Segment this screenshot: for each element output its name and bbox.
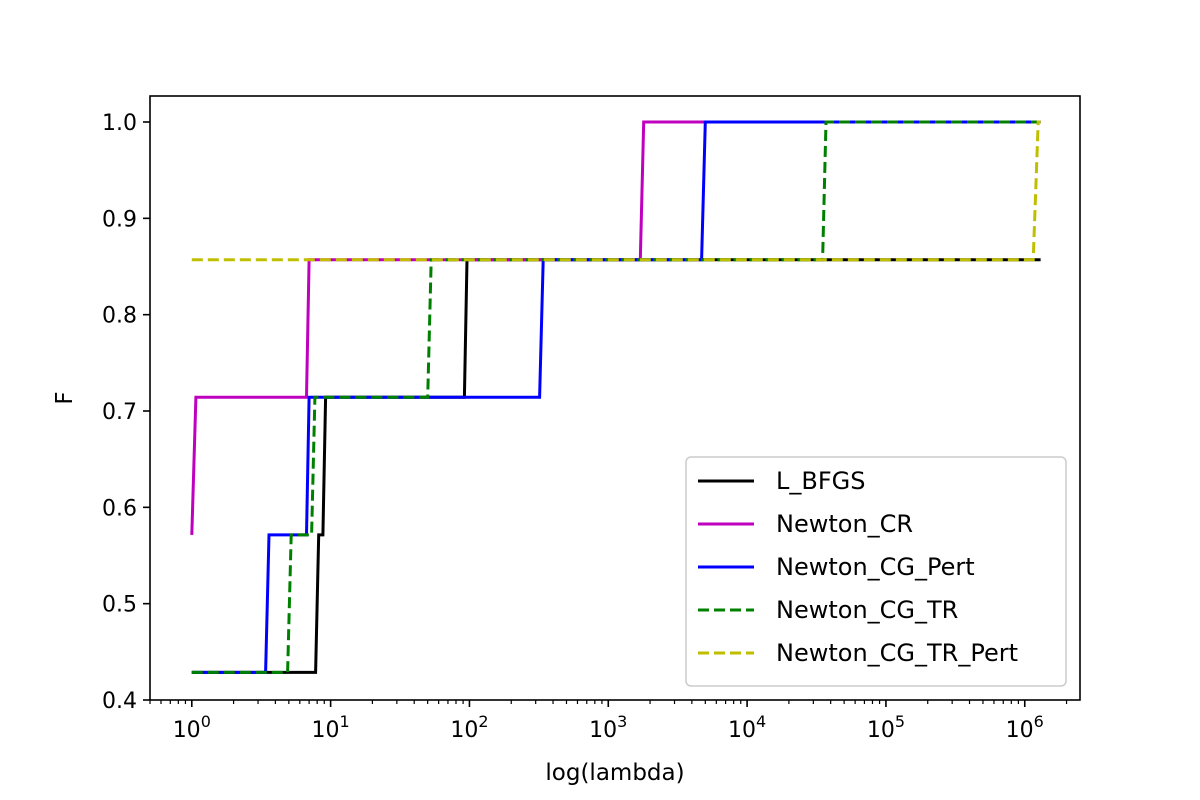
- legend-box: [685, 456, 1067, 687]
- legend-label: Newton_CG_TR: [776, 596, 958, 624]
- y-tick-label: 0.8: [102, 304, 137, 329]
- x-tick-label: 103: [589, 712, 627, 743]
- series-line-newton-cg-tr-pert: [191, 120, 1041, 262]
- x-tick-label: 104: [728, 712, 766, 743]
- legend-label: Newton_CG_TR_Pert: [776, 639, 1018, 667]
- x-tick-label: 106: [1006, 712, 1044, 743]
- y-axis-title: F: [52, 391, 78, 404]
- y-tick-label: 0.5: [102, 593, 137, 618]
- x-axis-title: log(lambda): [545, 760, 684, 786]
- plot-lines: [190, 120, 1041, 674]
- y-tick-label: 0.7: [102, 400, 137, 425]
- x-tick-label: 102: [450, 712, 488, 743]
- x-tick-label: 100: [173, 712, 211, 743]
- y-tick-label: 0.4: [102, 689, 137, 714]
- legend: L_BFGS Newton_CR Newton_CG_Pert Newton_CG_T…: [685, 456, 1067, 687]
- legend-label: Newton_CG_Pert: [776, 553, 975, 581]
- x-tick-label: 105: [867, 712, 905, 743]
- x-tick-label: 101: [312, 712, 350, 743]
- plot-frame: [149, 95, 1081, 701]
- legend-label: Newton_CR: [776, 510, 913, 538]
- y-tick-label: 1.0: [102, 111, 137, 136]
- legend-label: L_BFGS: [776, 467, 865, 495]
- series-line-l-bfgs: [191, 258, 1041, 674]
- series-line-newton-cg-tr: [191, 120, 1041, 674]
- y-tick-label: 0.9: [102, 207, 137, 232]
- y-tick-label: 0.6: [102, 496, 137, 521]
- axes: 0.4 0.5 0.6 0.7 0.8 0.9 1.0 100 101 102 103 104 105 1…: [102, 95, 1081, 743]
